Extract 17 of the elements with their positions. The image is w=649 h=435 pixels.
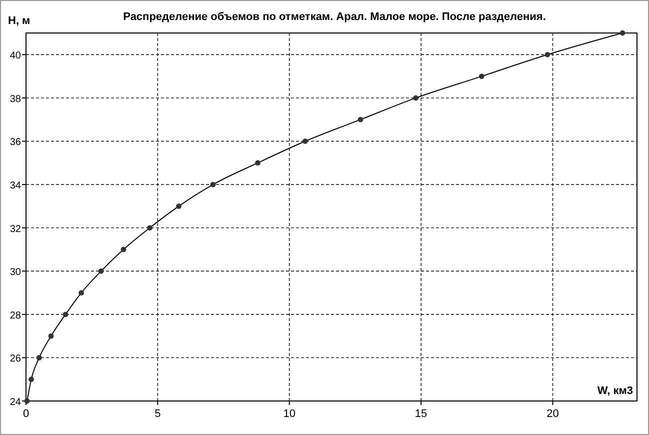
- x-tick-label: 20: [546, 408, 559, 420]
- y-tick-label: 28: [10, 310, 22, 322]
- x-tick-label: 5: [154, 408, 161, 420]
- y-tick-label: 30: [10, 267, 22, 278]
- y-tick-label: 32: [10, 224, 22, 235]
- y-tick-label: 34: [10, 180, 22, 192]
- y-tick-label: 36: [10, 137, 22, 148]
- chart-title: Распределение объемов по отметкам. Арал. Малое море. После разделения.: [123, 11, 546, 23]
- x-tick-label: 15: [414, 408, 428, 420]
- y-tick-label: 24: [10, 397, 22, 408]
- y-tick-label: 38: [10, 94, 22, 105]
- x-tick-label: 0: [22, 408, 30, 420]
- y-tick-label: 40: [10, 50, 22, 62]
- x-axis-title: W, км3: [597, 385, 633, 397]
- y-tick-label: 26: [10, 354, 22, 365]
- y-axis-title: H, м: [8, 15, 30, 27]
- x-tick-label: 10: [283, 408, 296, 420]
